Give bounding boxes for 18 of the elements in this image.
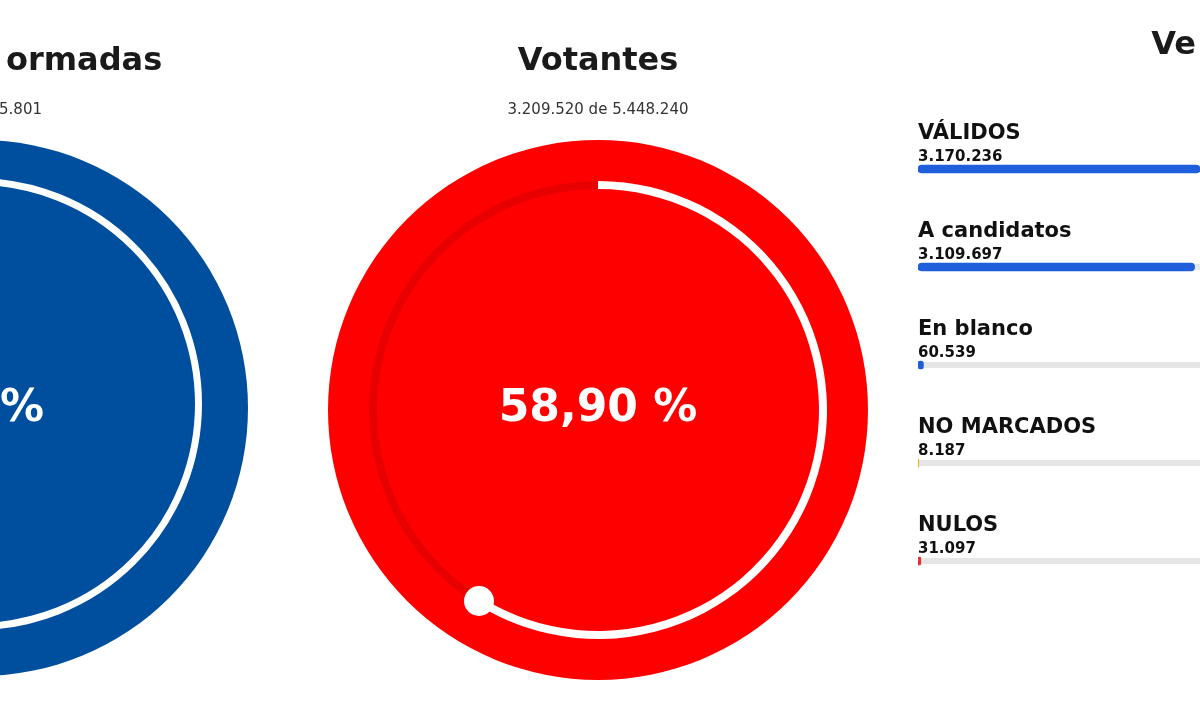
data-label: 31.097 — [918, 539, 976, 557]
bar — [918, 262, 1195, 272]
y-tick-label: En blanco — [918, 316, 1033, 340]
y-tick-label: VÁLIDOS — [918, 119, 1021, 144]
y-tick-label: NULOS — [918, 512, 999, 536]
text: 5.801 — [0, 100, 42, 118]
chart-title: Ve — [1151, 24, 1196, 62]
y-tick-label: A candidatos — [918, 218, 1072, 242]
data-label: 3.170.236 — [918, 147, 1003, 165]
data-label: 8.187 — [918, 441, 966, 459]
text: ormadas — [6, 40, 163, 78]
data-label: 60.539 — [918, 343, 976, 361]
data-label: 3.109.697 — [918, 245, 1003, 263]
chart-title: Votantes — [516, 40, 680, 78]
text: 58,90 % — [497, 380, 699, 431]
y-tick-label: NO MARCADOS — [918, 414, 1097, 438]
text: % — [0, 380, 45, 431]
chart-subtitle: 3.209.520 de 5.448.240 — [506, 100, 690, 118]
